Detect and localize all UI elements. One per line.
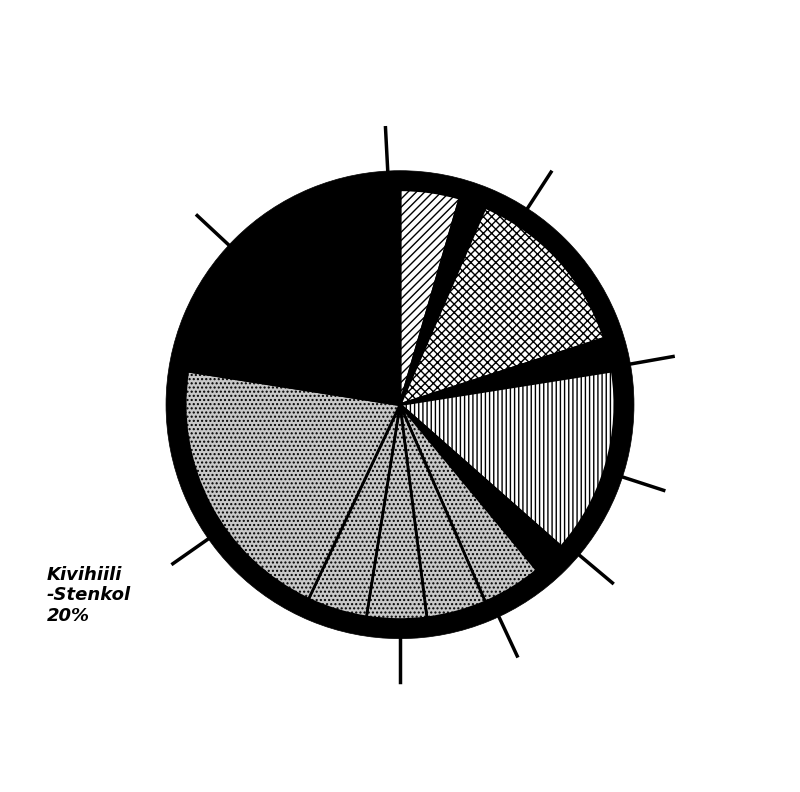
Text: Kivihiili
-Stenkol
20%: Kivihiili -Stenkol 20%: [46, 565, 130, 625]
Wedge shape: [400, 190, 460, 405]
Wedge shape: [400, 405, 562, 570]
Wedge shape: [166, 171, 634, 638]
Wedge shape: [366, 405, 427, 619]
Wedge shape: [400, 208, 604, 405]
Wedge shape: [400, 405, 486, 618]
Wedge shape: [400, 405, 537, 602]
Wedge shape: [400, 338, 612, 405]
Wedge shape: [309, 405, 400, 617]
Wedge shape: [185, 371, 400, 599]
Wedge shape: [400, 371, 615, 546]
Wedge shape: [400, 198, 486, 405]
Wedge shape: [188, 190, 400, 405]
